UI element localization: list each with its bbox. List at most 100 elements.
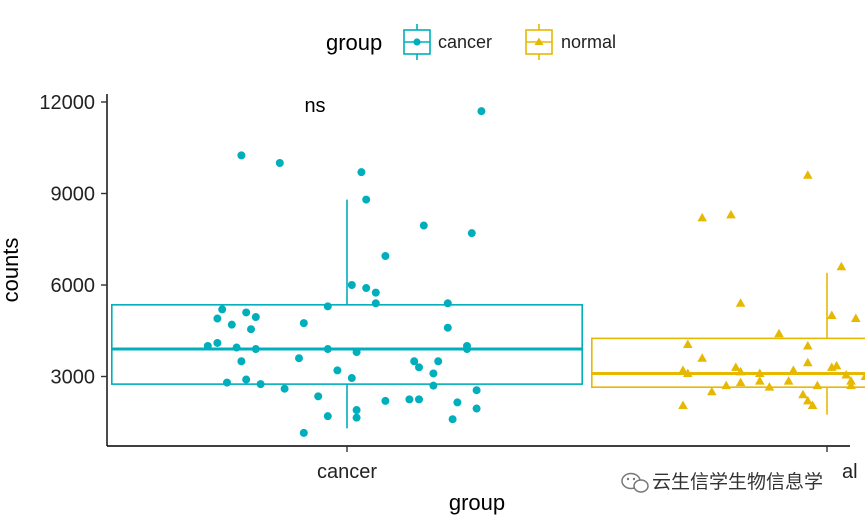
- point-normal: [697, 212, 707, 222]
- point-normal: [836, 261, 847, 271]
- point-cancer: [443, 323, 452, 332]
- significance-label: ns: [304, 95, 325, 117]
- point-cancer: [371, 299, 380, 308]
- box-cancer: [111, 199, 583, 429]
- point-normal: [827, 310, 837, 319]
- point-cancer: [352, 413, 361, 422]
- point-cancer: [448, 415, 457, 424]
- y-axis-title: counts: [0, 238, 23, 303]
- point-normal: [774, 328, 784, 338]
- y-tick-label: 9000: [51, 184, 96, 206]
- legend-key-cancer: [403, 24, 431, 60]
- point-cancer: [333, 366, 342, 375]
- point-cancer: [203, 342, 212, 350]
- point-cancer: [251, 313, 260, 322]
- point-normal: [683, 368, 693, 377]
- point-normal: [803, 341, 813, 350]
- y-tick-label: 3000: [51, 367, 96, 389]
- point-normal: [846, 380, 856, 390]
- watermark: 云生信学生物信息学: [616, 466, 842, 496]
- point-cancer: [247, 325, 255, 334]
- point-cancer: [242, 375, 251, 384]
- point-cancer: [362, 195, 371, 204]
- legend-label-normal: normal: [561, 32, 616, 52]
- y-tick-label: 6000: [51, 275, 96, 297]
- watermark-text: 云生信学生物信息学: [652, 471, 823, 493]
- point-cancer: [232, 343, 241, 352]
- point-cancer: [467, 229, 476, 238]
- point-normal: [735, 377, 746, 387]
- point-normal: [783, 376, 794, 385]
- point-cancer: [237, 357, 246, 366]
- point-cancer: [223, 378, 231, 387]
- point-normal: [683, 339, 693, 348]
- point-cancer: [237, 151, 246, 160]
- legend-key-normal: [525, 24, 553, 60]
- point-normal: [812, 380, 823, 390]
- point-cancer: [419, 221, 428, 230]
- legend-label-cancer: cancer: [438, 32, 492, 52]
- point-normal: [803, 170, 813, 179]
- point-cancer: [472, 386, 481, 395]
- point-cancer: [242, 308, 251, 317]
- point-cancer: [251, 345, 260, 354]
- point-normal: [851, 313, 861, 323]
- points: [203, 107, 865, 437]
- point-cancer: [314, 392, 323, 401]
- point-normal: [841, 369, 851, 379]
- point-normal: [827, 362, 837, 371]
- point-cancer: [405, 395, 414, 404]
- point-normal: [697, 353, 707, 362]
- point-cancer: [213, 338, 222, 347]
- point-cancer: [256, 380, 265, 389]
- wechat-icon: [621, 472, 649, 493]
- point-cancer: [357, 168, 366, 177]
- point-cancer: [352, 348, 361, 357]
- point-normal: [678, 365, 688, 374]
- point-cancer: [275, 159, 284, 167]
- legend-circle-marker: [413, 38, 421, 46]
- box-iqr: [111, 304, 583, 385]
- boxes: [111, 199, 865, 429]
- point-cancer: [415, 363, 423, 372]
- point-cancer: [477, 107, 486, 116]
- point-cancer: [434, 357, 443, 366]
- x-tick-label: cancer: [317, 461, 377, 483]
- legend-triangle-marker: [534, 37, 544, 45]
- point-normal: [764, 382, 775, 391]
- point-cancer: [323, 345, 332, 354]
- box-normal: [590, 272, 865, 415]
- point-cancer: [443, 299, 452, 308]
- point-normal: [788, 365, 799, 374]
- point-cancer: [295, 354, 303, 363]
- point-normal: [726, 209, 736, 219]
- point-cancer: [213, 314, 222, 323]
- point-cancer: [429, 369, 438, 378]
- y-ticks: 3000 6000 9000 12000: [39, 92, 107, 389]
- point-cancer: [227, 320, 236, 329]
- point-cancer: [352, 406, 361, 415]
- point-normal: [803, 395, 813, 405]
- point-cancer: [323, 412, 332, 421]
- point-cancer: [410, 357, 419, 366]
- point-cancer: [429, 381, 438, 390]
- point-cancer: [362, 284, 371, 293]
- x-axis-title: group: [449, 490, 505, 515]
- point-normal: [735, 366, 746, 376]
- point-cancer: [323, 302, 332, 311]
- point-normal: [755, 368, 765, 377]
- y-tick-label: 12000: [39, 92, 95, 114]
- point-normal: [807, 400, 818, 409]
- point-normal: [721, 380, 731, 390]
- point-cancer: [347, 374, 356, 383]
- point-cancer: [299, 428, 308, 437]
- point-cancer: [463, 342, 471, 350]
- point-normal: [860, 372, 865, 380]
- point-cancer: [371, 288, 380, 297]
- point-normal: [731, 362, 741, 371]
- point-cancer: [381, 252, 390, 261]
- point-cancer: [218, 305, 227, 314]
- point-normal: [803, 357, 813, 367]
- point-cancer: [280, 384, 289, 393]
